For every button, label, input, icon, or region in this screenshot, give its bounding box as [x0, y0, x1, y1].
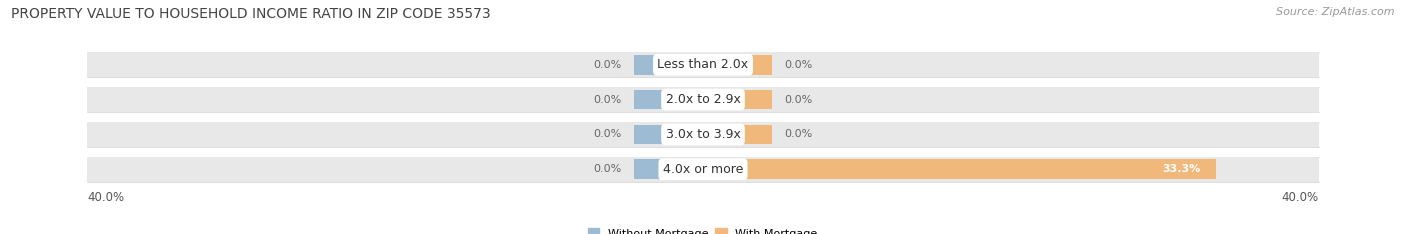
Text: Source: ZipAtlas.com: Source: ZipAtlas.com [1277, 7, 1395, 17]
Bar [634, 159, 703, 179]
Legend: Without Mortgage, With Mortgage: Without Mortgage, With Mortgage [588, 228, 818, 234]
Text: 40.0%: 40.0% [87, 191, 124, 204]
Bar [87, 122, 1319, 147]
Text: 4.0x or more: 4.0x or more [662, 163, 744, 176]
Bar [87, 52, 1319, 77]
Bar [634, 55, 703, 75]
Bar [703, 125, 772, 144]
Bar [634, 125, 703, 144]
Text: Less than 2.0x: Less than 2.0x [658, 58, 748, 71]
Text: 0.0%: 0.0% [593, 164, 621, 174]
Bar [703, 90, 772, 109]
Text: 40.0%: 40.0% [1282, 191, 1319, 204]
Bar [634, 90, 703, 109]
Bar [87, 87, 1319, 112]
Text: 3.0x to 3.9x: 3.0x to 3.9x [665, 128, 741, 141]
Text: 33.3%: 33.3% [1163, 164, 1201, 174]
Text: 0.0%: 0.0% [785, 95, 813, 105]
Bar [703, 55, 772, 75]
Text: 0.0%: 0.0% [785, 60, 813, 70]
Text: 2.0x to 2.9x: 2.0x to 2.9x [665, 93, 741, 106]
Text: 0.0%: 0.0% [593, 60, 621, 70]
Bar [703, 159, 1216, 179]
Bar [87, 157, 1319, 182]
Text: 0.0%: 0.0% [593, 95, 621, 105]
Text: 0.0%: 0.0% [593, 129, 621, 139]
Text: 0.0%: 0.0% [785, 129, 813, 139]
Text: PROPERTY VALUE TO HOUSEHOLD INCOME RATIO IN ZIP CODE 35573: PROPERTY VALUE TO HOUSEHOLD INCOME RATIO… [11, 7, 491, 21]
